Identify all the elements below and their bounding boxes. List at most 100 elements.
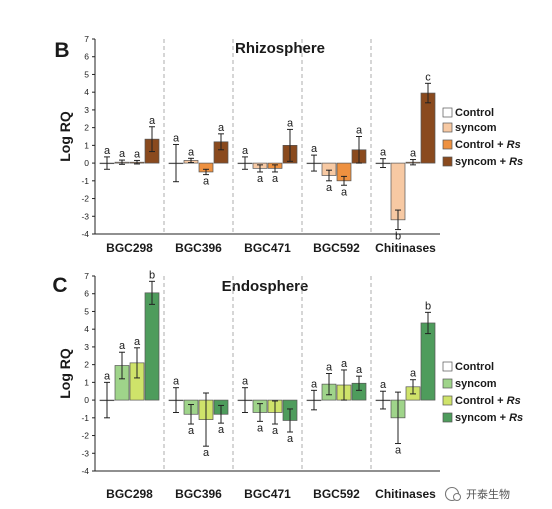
y-tick-label: 1 bbox=[84, 377, 89, 387]
y-tick-label: 2 bbox=[84, 360, 89, 370]
wechat-icon-bubble bbox=[453, 493, 461, 501]
y-tick-label: -3 bbox=[81, 448, 89, 458]
significance-label: a bbox=[287, 117, 294, 129]
legend-swatch bbox=[442, 361, 453, 372]
significance-label: a bbox=[104, 145, 111, 157]
legend-entry: syncom bbox=[455, 378, 497, 390]
significance-label: a bbox=[395, 445, 402, 457]
legend-entry: Control + Rs bbox=[455, 139, 521, 151]
legend-entry: Control + Rs bbox=[455, 395, 521, 407]
significance-label: a bbox=[311, 378, 318, 390]
panel-title: Rhizosphere bbox=[235, 40, 325, 57]
y-tick-label: 5 bbox=[84, 306, 89, 316]
y-tick-label: -3 bbox=[81, 211, 89, 221]
legend-swatch bbox=[442, 378, 453, 389]
watermark-text: 开泰生物 bbox=[466, 487, 510, 501]
category-label: BGC592 bbox=[313, 487, 360, 501]
category-label: BGC592 bbox=[313, 241, 360, 255]
y-tick-label: 0 bbox=[84, 158, 89, 168]
panel-letter: B bbox=[54, 39, 69, 62]
significance-label: a bbox=[380, 379, 387, 391]
significance-label: a bbox=[272, 173, 279, 185]
significance-label: a bbox=[203, 447, 210, 459]
legend-entry: syncom + Rs bbox=[455, 412, 523, 424]
y-tick-label: 7 bbox=[84, 271, 89, 281]
significance-label: a bbox=[356, 364, 363, 376]
y-tick-label: 3 bbox=[84, 342, 89, 352]
significance-label: a bbox=[380, 147, 387, 159]
significance-label: b bbox=[395, 231, 401, 243]
significance-label: a bbox=[119, 148, 126, 160]
significance-label: a bbox=[341, 186, 348, 198]
y-tick-label: -4 bbox=[81, 466, 89, 476]
significance-label: b bbox=[425, 300, 431, 312]
significance-label: a bbox=[356, 125, 363, 137]
significance-label: a bbox=[104, 370, 111, 382]
significance-label: a bbox=[119, 340, 126, 352]
significance-label: a bbox=[188, 425, 195, 437]
significance-label: a bbox=[173, 132, 180, 144]
y-tick-label: -1 bbox=[81, 176, 89, 186]
legend-entry: Control bbox=[455, 361, 494, 373]
significance-label: b bbox=[149, 269, 155, 281]
y-tick-label: 6 bbox=[84, 52, 89, 62]
significance-label: a bbox=[287, 433, 294, 445]
panel-letter: C bbox=[52, 274, 67, 297]
significance-label: a bbox=[242, 145, 249, 157]
significance-label: a bbox=[257, 422, 264, 434]
y-axis-label: Log RQ bbox=[57, 111, 73, 162]
category-label: BGC396 bbox=[175, 487, 222, 501]
legend-entry: syncom bbox=[455, 122, 497, 134]
category-label: BGC298 bbox=[106, 241, 153, 255]
significance-label: a bbox=[242, 376, 249, 388]
y-tick-label: 4 bbox=[84, 324, 89, 334]
y-tick-label: 5 bbox=[84, 69, 89, 79]
significance-label: a bbox=[218, 122, 225, 134]
significance-label: a bbox=[134, 336, 141, 348]
category-label: BGC298 bbox=[106, 487, 153, 501]
legend-swatch bbox=[442, 412, 453, 423]
y-tick-label: -2 bbox=[81, 194, 89, 204]
legend-swatch bbox=[442, 139, 453, 150]
category-label: BGC471 bbox=[244, 241, 291, 255]
category-label: Chitinases bbox=[375, 241, 436, 255]
panel-title: Endosphere bbox=[222, 278, 309, 295]
significance-label: a bbox=[218, 424, 225, 436]
significance-label: a bbox=[188, 146, 195, 158]
bar bbox=[420, 322, 436, 401]
significance-label: a bbox=[173, 376, 180, 388]
significance-label: a bbox=[410, 368, 417, 380]
significance-label: a bbox=[134, 148, 141, 160]
watermark: 开泰生物 bbox=[444, 486, 510, 502]
y-tick-label: -4 bbox=[81, 229, 89, 239]
bar bbox=[420, 92, 436, 164]
y-tick-label: 6 bbox=[84, 289, 89, 299]
y-tick-label: -2 bbox=[81, 431, 89, 441]
legend-swatch bbox=[442, 395, 453, 406]
legend-entry: Control bbox=[455, 107, 494, 119]
y-tick-label: 7 bbox=[84, 34, 89, 44]
y-tick-label: -1 bbox=[81, 413, 89, 423]
significance-label: a bbox=[272, 425, 279, 437]
significance-label: c bbox=[425, 71, 431, 83]
y-tick-label: 2 bbox=[84, 123, 89, 133]
significance-label: a bbox=[326, 182, 333, 194]
category-label: Chitinases bbox=[375, 487, 436, 501]
category-label: BGC471 bbox=[244, 487, 291, 501]
y-tick-label: 1 bbox=[84, 140, 89, 150]
legend-swatch bbox=[442, 107, 453, 118]
y-tick-label: 3 bbox=[84, 105, 89, 115]
significance-label: a bbox=[149, 115, 156, 127]
y-axis-label: Log RQ bbox=[57, 348, 73, 399]
legend-swatch bbox=[442, 156, 453, 167]
y-tick-label: 0 bbox=[84, 395, 89, 405]
significance-label: a bbox=[203, 176, 210, 188]
significance-label: a bbox=[410, 148, 417, 160]
significance-label: a bbox=[257, 173, 264, 185]
significance-label: a bbox=[326, 362, 333, 374]
significance-label: a bbox=[311, 143, 318, 155]
bar bbox=[144, 292, 160, 401]
